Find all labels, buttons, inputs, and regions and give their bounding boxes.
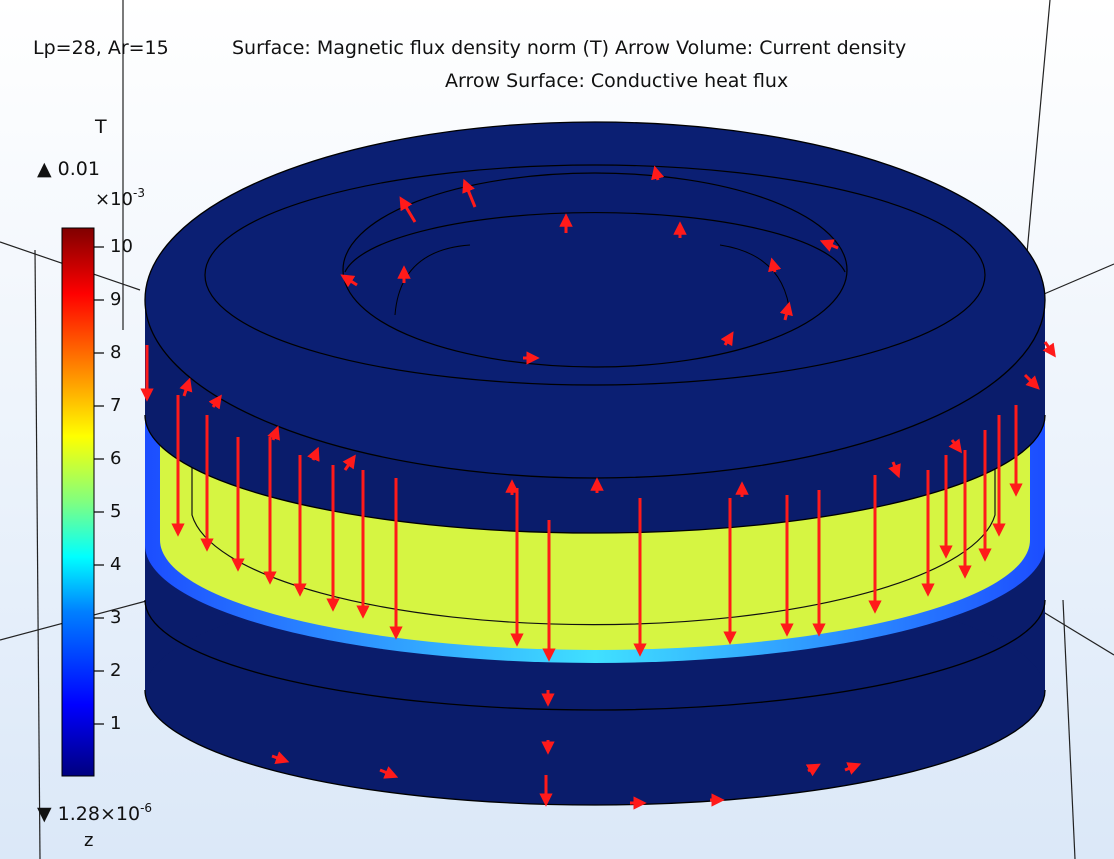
plot-title-line1: Surface: Magnetic flux density norm (T) …	[232, 37, 907, 59]
colorbar-tick-label: 7	[110, 395, 122, 416]
parameter-label: Lp=28, Ar=15	[33, 37, 169, 59]
min-power: -6	[140, 801, 153, 815]
colorbar-tick-label: 5	[110, 501, 122, 522]
heat-flux-arrows	[179, 165, 1056, 810]
colorbar-tick-label: 10	[110, 236, 133, 257]
colorbar-tick-label: 8	[110, 342, 122, 363]
colorbar-tick-label: 3	[110, 607, 122, 628]
axis-triad-z-label: z	[84, 830, 94, 851]
colorbar-tick-label: 1	[110, 713, 122, 734]
colorbar-max-label: ▲ 0.01	[37, 158, 100, 180]
exponent-base: ×10	[95, 189, 133, 210]
colorbar	[61, 227, 95, 777]
colorbar-tick-label: 2	[110, 660, 122, 681]
colorbar-unit: T	[95, 116, 107, 138]
colorbar-tick-label: 6	[110, 448, 122, 469]
min-base: ▼ 1.28×10	[37, 803, 141, 825]
upper-ring	[144, 121, 1046, 534]
current-density-arrows	[140, 345, 1023, 662]
plot-title-line2: Arrow Surface: Conductive heat flux	[445, 70, 789, 92]
colorbar-tick-label: 4	[110, 554, 122, 575]
colorbar-min-label: ▼ 1.28×10-6	[37, 801, 152, 825]
colorbar-ticks	[94, 246, 104, 725]
colorbar-exponent: ×10-3	[95, 186, 145, 210]
colorbar-tick-label: 9	[110, 289, 122, 310]
exponent-power: -3	[133, 186, 145, 200]
